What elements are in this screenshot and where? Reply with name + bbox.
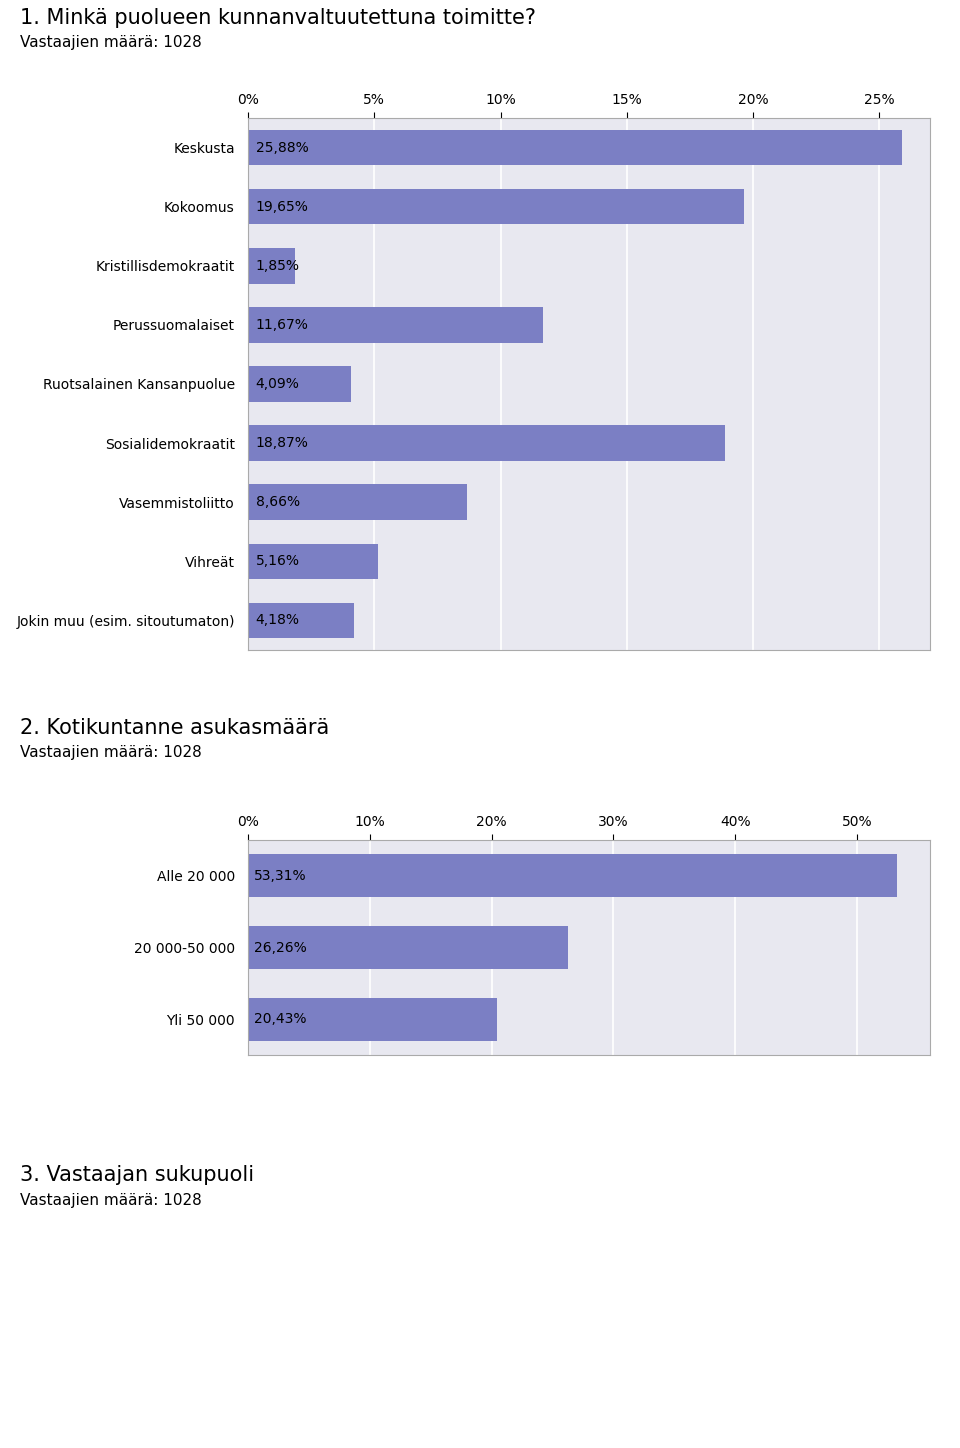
Bar [248,188,744,224]
Bar [248,307,542,343]
Text: 1. Minkä puolueen kunnanvaltuutettuna toimitte?: 1. Minkä puolueen kunnanvaltuutettuna to… [20,9,536,28]
Text: 20,43%: 20,43% [254,1012,306,1027]
Text: 11,67%: 11,67% [255,319,308,332]
Text: 18,87%: 18,87% [255,436,308,450]
Text: Vastaajien määrä: 1028: Vastaajien määrä: 1028 [20,35,202,51]
Bar [248,485,467,520]
Text: Vastaajien määrä: 1028: Vastaajien määrä: 1028 [20,746,202,760]
Text: 4,09%: 4,09% [255,376,300,391]
Text: 5,16%: 5,16% [255,555,300,568]
Bar [248,854,898,898]
Bar [248,602,353,639]
Bar [248,543,378,579]
Bar [248,927,567,969]
Text: 53,31%: 53,31% [254,869,306,883]
Bar [248,366,351,401]
Bar [248,248,295,284]
Text: 2. Kotikuntanne asukasmäärä: 2. Kotikuntanne asukasmäärä [20,718,329,738]
Text: 25,88%: 25,88% [255,140,308,155]
Text: 1,85%: 1,85% [255,259,300,272]
Text: 3. Vastaajan sukupuoli: 3. Vastaajan sukupuoli [20,1166,254,1184]
Text: Vastaajien määrä: 1028: Vastaajien määrä: 1028 [20,1193,202,1208]
Bar [248,998,497,1041]
Text: 19,65%: 19,65% [255,200,308,214]
Bar [248,426,725,460]
Bar [248,130,901,165]
Text: 26,26%: 26,26% [254,941,307,954]
Text: 8,66%: 8,66% [255,495,300,510]
Text: 4,18%: 4,18% [255,614,300,627]
